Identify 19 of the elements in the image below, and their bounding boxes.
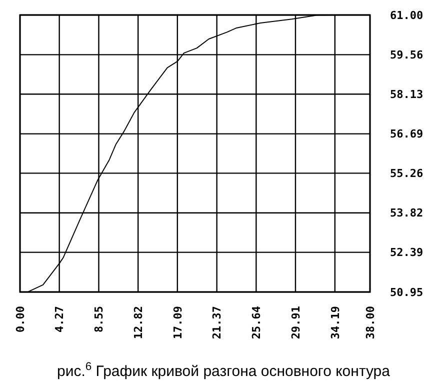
x-tick-label: 17.09 bbox=[171, 306, 184, 340]
x-tick-label: 12.82 bbox=[132, 306, 145, 340]
x-tick-label: 21.37 bbox=[210, 306, 224, 340]
x-tick-label: 38.00 bbox=[364, 306, 377, 340]
y-tick-label: 53.82 bbox=[390, 206, 424, 220]
y-tick-label: 50.95 bbox=[390, 286, 424, 299]
x-tick-label: 4.27 bbox=[53, 306, 66, 332]
text: рис.$^{6}$ График кривой разгона основного контура bbox=[56, 361, 391, 380]
x-tick-label: 34.19 bbox=[328, 306, 342, 340]
y-tick-label: 52.39 bbox=[390, 246, 424, 260]
y-tick-label: 61.00 bbox=[390, 8, 424, 22]
x-tick-label: 0.00 bbox=[14, 306, 27, 332]
y-tick-label: 58.13 bbox=[390, 88, 424, 101]
x-tick-label: 29.91 bbox=[289, 306, 302, 340]
y-tick-label: 55.26 bbox=[390, 167, 424, 180]
y-tick-label: 56.69 bbox=[390, 128, 424, 141]
x-tick-label: 25.64 bbox=[250, 306, 264, 340]
y-tick-label: 59.56 bbox=[390, 48, 424, 62]
x-tick-label: 8.55 bbox=[92, 306, 106, 332]
